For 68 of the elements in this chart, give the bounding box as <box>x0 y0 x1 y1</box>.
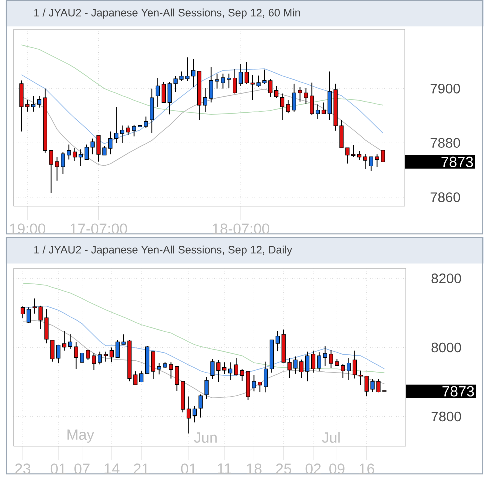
candlestick <box>37 96 42 109</box>
candlestick <box>31 96 36 113</box>
y-tick-label: 7800 <box>432 412 462 422</box>
candlestick <box>197 71 202 121</box>
annotation: May <box>68 430 94 444</box>
candlestick <box>305 352 310 382</box>
y-tick-label: 8200 <box>432 274 462 284</box>
candlestick <box>346 358 352 382</box>
y-tick-label: 7900 <box>430 84 460 94</box>
candlestick <box>322 102 326 115</box>
candlestick <box>150 88 154 134</box>
x-tick-label: 02 <box>306 464 321 474</box>
x-tick-label: 09 <box>330 464 345 474</box>
candlestick <box>238 64 244 87</box>
candlestick <box>232 68 238 94</box>
candlestick <box>203 88 208 114</box>
annotation: Jul <box>322 432 340 444</box>
text: 7873 <box>442 157 474 168</box>
candlestick <box>270 340 274 374</box>
candlestick <box>234 358 238 376</box>
y-tick-label: 8000 <box>432 343 462 353</box>
candlestick <box>222 362 227 376</box>
y-tick-label: 7860 <box>430 192 460 203</box>
candlestick <box>264 362 268 394</box>
x-tick-label: 07 <box>74 464 90 474</box>
candlestick <box>104 352 108 363</box>
candlestick <box>228 362 233 382</box>
chart-title: 1 / JYAU2 - Japanese Yen-All Sessions, Sep 12, Daily <box>34 246 292 256</box>
chart-title: 1 / JYAU2 - Japanese Yen-All Sessions, Sep 12, 60 Min <box>34 9 300 20</box>
candlestick <box>20 306 26 319</box>
candlestick <box>151 352 156 380</box>
candlestick <box>198 394 203 419</box>
x-tick-label: 23 <box>16 464 31 474</box>
x-tick-label: 18 <box>247 464 262 474</box>
text: 7873 <box>442 386 474 398</box>
x-tick-label: 01 <box>181 464 196 474</box>
x-tick-label: 01 <box>50 464 66 474</box>
candlestick <box>78 149 84 167</box>
candlestick <box>192 406 198 424</box>
x-tick-label: 14 <box>104 464 120 474</box>
candlestick <box>280 94 285 121</box>
candlestick <box>26 307 32 324</box>
x-tick-label: 25 <box>276 464 292 474</box>
x-tick-label: 17-07:00 <box>70 224 128 234</box>
candlestick <box>363 154 368 170</box>
candlestick <box>316 104 320 120</box>
candlestick <box>68 334 73 350</box>
candlestick <box>276 330 280 352</box>
x-tick-label: 21 <box>134 464 150 474</box>
candlestick <box>114 106 119 144</box>
candlestick <box>274 86 279 99</box>
candlestick <box>145 346 150 375</box>
x-tick-label: 16 <box>360 464 374 474</box>
candlestick <box>62 331 67 352</box>
candlestick <box>110 348 114 364</box>
candlestick <box>72 148 78 162</box>
annotation: Jun <box>194 432 217 444</box>
x-tick-label: 18-07:00 <box>212 224 270 234</box>
x-tick-label: 11 <box>218 464 232 474</box>
candlestick <box>162 82 166 104</box>
y-tick-label: 7880 <box>430 138 460 148</box>
x-tick-label: 19:00 <box>10 224 46 234</box>
candlestick <box>352 350 358 380</box>
candlestick <box>311 350 316 374</box>
candlestick <box>156 78 160 108</box>
candlestick <box>120 126 125 144</box>
candlestick <box>357 151 362 162</box>
candlestick <box>186 396 192 434</box>
